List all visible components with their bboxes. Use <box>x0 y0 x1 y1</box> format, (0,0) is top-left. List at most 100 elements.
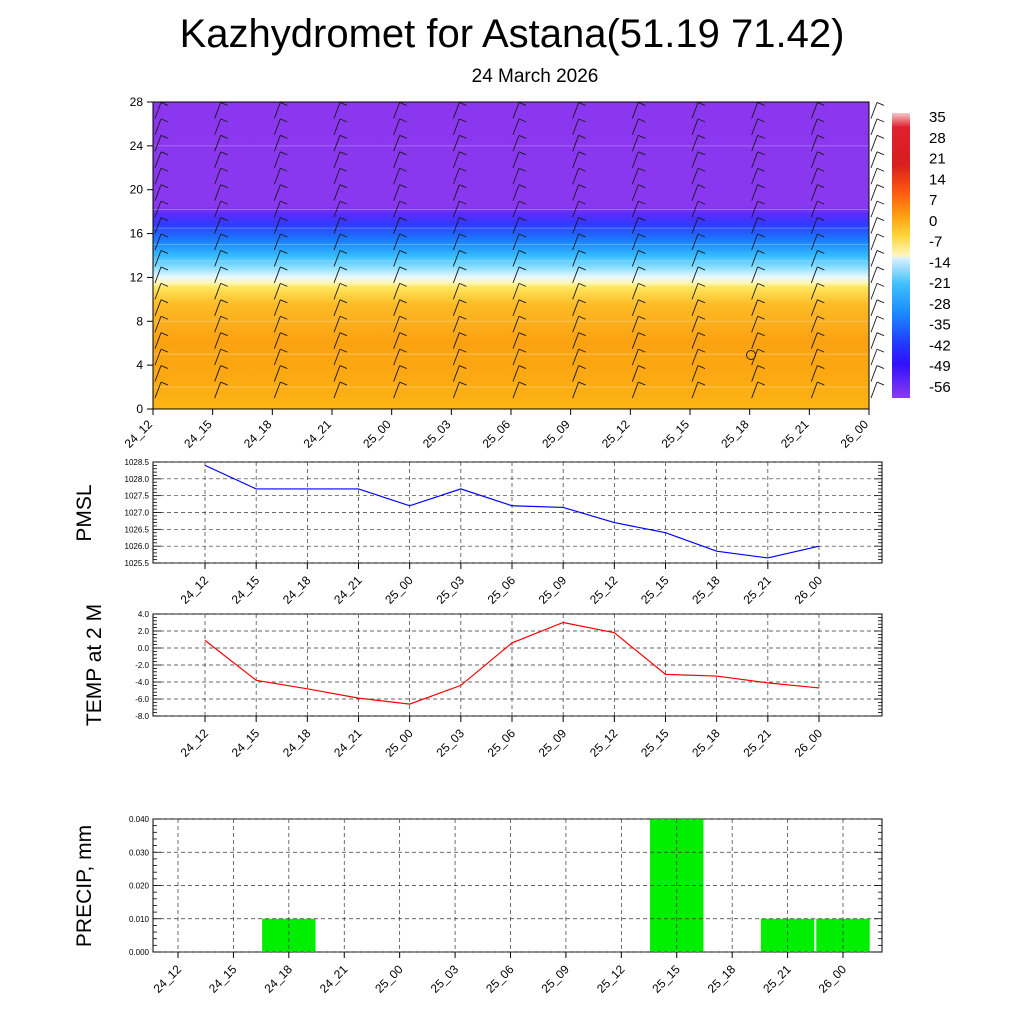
wind-barb-flag <box>518 233 527 238</box>
wind-barb <box>512 217 520 234</box>
y-tick-label: -2.0 <box>135 661 149 670</box>
wind-barb-flag <box>459 151 467 156</box>
wind-barb-flag <box>817 315 825 320</box>
wind-barb-flag <box>280 167 288 172</box>
x-tick-label: 25_15 <box>638 726 672 760</box>
x-tick-label: 25_00 <box>382 573 416 607</box>
wind-barb-flag <box>638 332 646 337</box>
wind-barb <box>870 365 878 382</box>
wind-barb <box>631 332 639 349</box>
y-tick-label: 1025.5 <box>125 559 150 568</box>
x-tick-label: 24_12 <box>122 417 156 451</box>
wind-barb-flag <box>638 250 646 254</box>
wind-barb-flag <box>817 134 825 139</box>
x-tick-label: 24_12 <box>178 573 212 607</box>
wind-barb <box>572 200 580 218</box>
wind-barb <box>631 283 639 300</box>
wind-barb-flag <box>339 266 348 271</box>
wind-barb <box>393 184 401 201</box>
wind-barb-flag <box>160 217 169 221</box>
heatmap-field <box>153 102 869 409</box>
wind-barb <box>393 217 401 234</box>
wind-barb <box>214 135 222 152</box>
wind-barb-flag <box>339 365 348 370</box>
wind-barb-flag <box>638 365 646 370</box>
wind-barb <box>273 102 281 119</box>
x-tick-label: 26_00 <box>792 573 826 607</box>
wind-barb-flag <box>280 233 288 238</box>
wind-barb-flag <box>160 102 169 106</box>
wind-barb <box>572 151 580 168</box>
pmsl-panel: 1025.5 1026.0 1026.5 1027.0 1027.5 1028.0 1028… <box>73 458 883 607</box>
wind-barb-flag <box>578 233 586 238</box>
wind-barb-flag <box>578 102 586 106</box>
wind-barb-flag <box>638 282 646 287</box>
wind-barb <box>154 332 162 349</box>
wind-barb <box>631 381 639 399</box>
wind-barb-flag <box>518 217 527 221</box>
wind-barb-flag <box>220 266 228 271</box>
wind-barb-flag <box>518 200 527 205</box>
wind-barb <box>393 365 401 382</box>
y-tick-label: 0.0 <box>138 644 150 653</box>
wind-barb-flag <box>459 118 467 123</box>
wind-barb <box>154 365 162 382</box>
wind-barb-flag <box>160 282 169 287</box>
wind-barb <box>870 151 878 168</box>
wind-barb <box>751 299 759 316</box>
wind-barb <box>751 168 759 185</box>
precip-panel: 0.000 0.010 0.020 0.030 0.040 24_12 24_15 24_18… <box>73 815 883 996</box>
wind-barb <box>691 135 699 152</box>
wind-barb-flag <box>459 217 467 221</box>
wind-barb-flag <box>220 282 228 287</box>
x-tick-label: 25_21 <box>760 962 794 996</box>
colorbar-label: -14 <box>929 254 951 271</box>
wind-barb-flag <box>160 299 169 304</box>
wind-barb <box>154 381 162 399</box>
wind-barb-flag <box>638 266 646 271</box>
wind-barb <box>273 299 281 316</box>
wind-barb <box>631 348 639 366</box>
wind-barb <box>393 250 401 267</box>
wind-barb <box>393 332 401 349</box>
y-tick-label: 0.030 <box>129 848 150 857</box>
wind-barb-flag <box>160 167 169 172</box>
wind-barb-flag <box>339 250 348 254</box>
wind-barb-flag <box>459 348 467 353</box>
y-tick-label: 20 <box>130 183 144 197</box>
x-tick-label: 24_15 <box>229 573 263 607</box>
wind-barb <box>751 135 759 152</box>
wind-barb-flag <box>160 315 169 320</box>
wind-barb <box>631 217 639 234</box>
wind-barb-flag <box>399 233 407 238</box>
wind-barb-flag <box>757 184 765 189</box>
wind-barb <box>214 217 222 234</box>
wind-barb-flag <box>757 102 765 106</box>
wind-barb <box>572 233 580 251</box>
wind-barb-flag <box>876 151 885 156</box>
y-tick-label: 0.040 <box>129 815 150 824</box>
wind-barb <box>870 299 878 316</box>
wind-barb-flag <box>518 118 527 123</box>
wind-barb <box>512 283 520 300</box>
wind-barb-flag <box>160 134 169 139</box>
x-tick-label: 25_09 <box>539 962 573 996</box>
wind-barb <box>214 365 222 382</box>
wind-barb <box>631 151 639 168</box>
wind-barb-flag <box>817 184 825 189</box>
y-tick-label: 1028.0 <box>125 475 150 484</box>
wind-barb <box>810 299 818 316</box>
wind-barb <box>273 348 281 366</box>
wind-barb-flag <box>697 233 706 238</box>
wind-barb-flag <box>697 250 706 254</box>
wind-barb <box>273 266 281 284</box>
wind-barb <box>631 184 639 201</box>
wind-barb <box>512 381 520 399</box>
wind-barb <box>273 365 281 382</box>
wind-barb-flag <box>697 184 706 189</box>
x-tick-label: 25_03 <box>433 573 467 607</box>
wind-barb <box>691 381 699 399</box>
wind-barb <box>751 217 759 234</box>
wind-barb <box>572 168 580 185</box>
wind-barb-flag <box>339 184 348 189</box>
